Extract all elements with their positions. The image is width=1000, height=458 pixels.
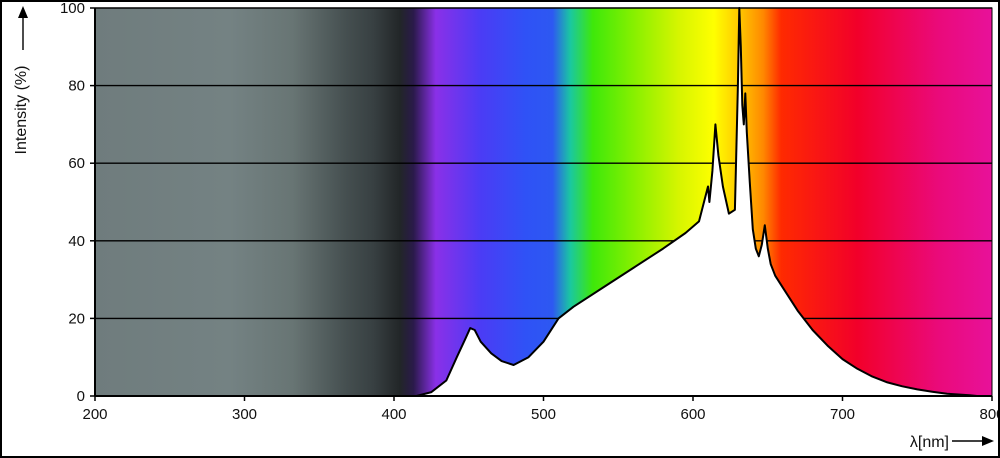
- y-tick-label-40: 40: [68, 233, 85, 250]
- x-tick-label-700: 700: [830, 406, 855, 423]
- x-tick-label-300: 300: [232, 406, 257, 423]
- x-axis-title: λ[nm]: [910, 434, 949, 451]
- y-tick-label-80: 80: [68, 78, 85, 95]
- y-axis-title: Intensity (%): [13, 66, 30, 155]
- spectrum-background: [95, 8, 992, 396]
- y-tick-label-20: 20: [68, 310, 85, 327]
- y-tick-label-0: 0: [77, 388, 85, 405]
- x-tick-label-400: 400: [381, 406, 406, 423]
- x-tick-label-200: 200: [82, 406, 107, 423]
- tick-labels: 200 300 400 500 600 700 800 0 20 40 60 80 100: [60, 2, 998, 423]
- y-arrow-head: [18, 6, 28, 18]
- x-tick-label-600: 600: [680, 406, 705, 423]
- x-tick-label-500: 500: [531, 406, 556, 423]
- y-tick-label-100: 100: [60, 2, 85, 17]
- x-tick-label-800: 800: [979, 406, 998, 423]
- x-arrow-head: [982, 436, 994, 446]
- axis-arrows: [18, 6, 994, 446]
- y-tick-label-60: 60: [68, 155, 85, 172]
